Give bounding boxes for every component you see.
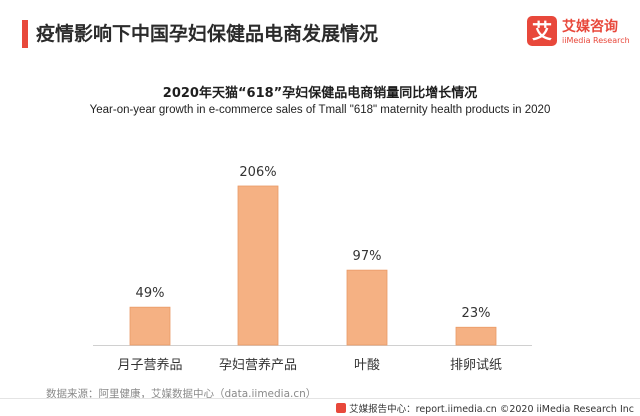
iimedia-logo: 艾 艾媒咨询 iiMedia Research bbox=[527, 16, 639, 50]
logo-name-cn: 艾媒咨询 bbox=[562, 19, 618, 35]
bar bbox=[346, 269, 388, 346]
report-center-icon bbox=[336, 403, 347, 413]
footer-divider bbox=[0, 398, 640, 399]
bar bbox=[237, 185, 279, 346]
logo-name-en: iiMedia Research bbox=[562, 36, 630, 45]
title-accent-bar bbox=[22, 20, 28, 48]
chart-title: 2020年天猫“618”孕妇保健品电商销量同比增长情况 bbox=[162, 86, 478, 101]
category-tick-label: 排卵试纸 bbox=[450, 358, 502, 373]
category-tick-label: 孕妇营养产品 bbox=[219, 357, 297, 373]
footer-text: 艾媒报告中心：report.iimedia.cn ©2020 iiMedia R… bbox=[349, 404, 634, 415]
chart-subtitle: Year-on-year growth in e-commerce sales … bbox=[89, 104, 551, 116]
data-label: 97% bbox=[353, 249, 382, 264]
logo-mark-icon: 艾 bbox=[527, 16, 557, 46]
page-title: 疫情影响下中国孕妇保健品电商发展情况 bbox=[36, 23, 379, 45]
bar bbox=[455, 326, 497, 346]
bar bbox=[129, 306, 171, 346]
footer-note: 艾媒报告中心：report.iimedia.cn ©2020 iiMedia R… bbox=[336, 401, 634, 415]
data-label: 49% bbox=[136, 286, 165, 301]
category-tick-label: 月子营养品 bbox=[117, 357, 182, 373]
data-label: 23% bbox=[462, 306, 491, 321]
data-label: 206% bbox=[239, 165, 276, 180]
source-note: 数据来源：阿里健康，艾媒数据中心（data.iimedia.cn） bbox=[46, 388, 317, 400]
category-tick-label: 叶酸 bbox=[354, 358, 380, 373]
